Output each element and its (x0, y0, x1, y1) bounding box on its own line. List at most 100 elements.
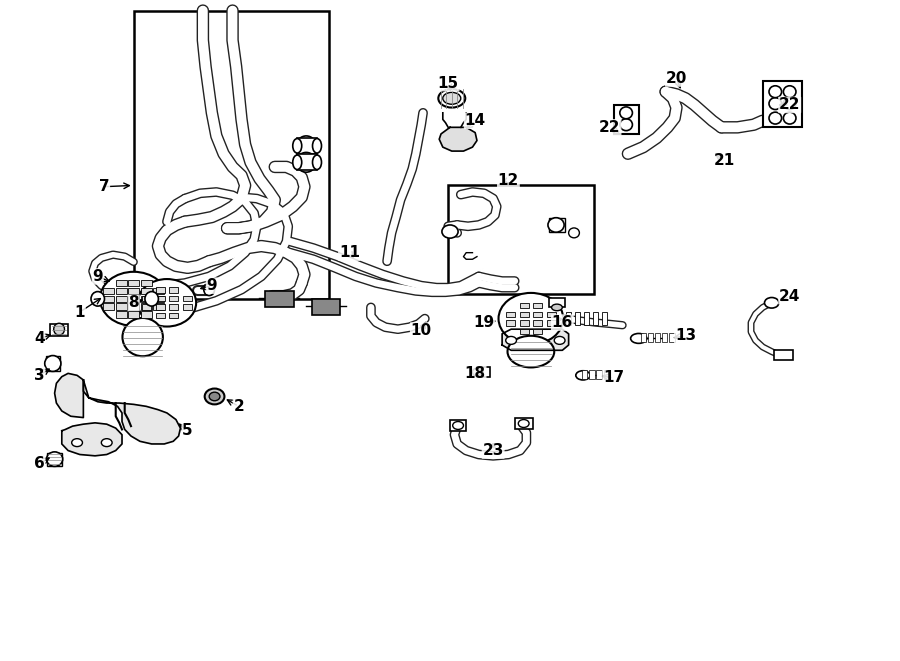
Text: 4: 4 (34, 331, 45, 346)
Ellipse shape (769, 86, 781, 98)
Bar (519, 303, 528, 309)
Bar (129, 311, 140, 318)
Bar (116, 295, 127, 302)
Bar (297, 138, 317, 154)
Text: 11: 11 (339, 245, 360, 260)
Bar (104, 303, 114, 310)
Text: 24: 24 (779, 289, 800, 303)
Bar (142, 305, 151, 310)
Bar (515, 418, 533, 430)
Ellipse shape (45, 356, 61, 371)
Bar (549, 297, 565, 307)
Ellipse shape (783, 86, 796, 98)
Bar (533, 321, 542, 326)
Bar (604, 370, 609, 379)
Text: 22: 22 (778, 97, 800, 112)
Text: 15: 15 (437, 75, 459, 91)
Bar (116, 303, 127, 310)
Bar (533, 312, 542, 317)
Bar (549, 217, 565, 232)
Bar (169, 288, 178, 293)
Bar (169, 313, 178, 319)
Ellipse shape (204, 389, 224, 405)
Bar (450, 420, 466, 431)
Ellipse shape (443, 93, 461, 104)
Bar (602, 312, 608, 325)
Bar (597, 370, 602, 379)
Bar (156, 296, 165, 301)
Bar (116, 280, 127, 286)
Bar (533, 329, 542, 334)
Ellipse shape (472, 368, 482, 376)
Bar (590, 370, 595, 379)
Bar (183, 305, 192, 310)
Bar (546, 312, 555, 317)
Bar (169, 296, 178, 301)
Ellipse shape (548, 217, 564, 232)
Ellipse shape (620, 107, 633, 119)
Ellipse shape (442, 225, 458, 238)
Bar (141, 295, 152, 302)
Text: 12: 12 (498, 173, 519, 188)
Bar (477, 367, 490, 377)
Ellipse shape (312, 139, 321, 153)
Ellipse shape (783, 98, 796, 110)
Bar (311, 299, 340, 315)
Text: 19: 19 (473, 315, 495, 330)
Circle shape (72, 439, 83, 447)
Ellipse shape (783, 112, 796, 124)
Ellipse shape (138, 279, 196, 327)
Bar (670, 333, 675, 342)
Bar (506, 312, 515, 317)
Bar (104, 288, 114, 294)
Text: 21: 21 (714, 153, 734, 168)
Text: 13: 13 (675, 329, 696, 343)
Ellipse shape (508, 336, 554, 368)
Bar (156, 313, 165, 319)
Bar (533, 303, 542, 309)
Circle shape (764, 297, 778, 308)
Bar (614, 105, 639, 134)
Bar (641, 333, 646, 342)
Text: 17: 17 (603, 371, 624, 385)
Text: 9: 9 (207, 278, 217, 293)
Bar (156, 305, 165, 310)
Ellipse shape (769, 98, 781, 110)
Bar (50, 324, 68, 336)
Text: 2: 2 (233, 399, 244, 414)
Bar (648, 333, 653, 342)
Bar (154, 295, 164, 302)
Bar (154, 288, 164, 294)
Bar (129, 288, 140, 294)
Text: 1: 1 (75, 305, 85, 319)
Bar (116, 288, 127, 294)
Bar (156, 288, 165, 293)
Text: 18: 18 (464, 366, 486, 381)
Circle shape (453, 422, 464, 430)
Text: 22: 22 (599, 120, 621, 135)
Ellipse shape (296, 153, 316, 173)
Text: 9: 9 (93, 269, 104, 284)
Bar (582, 370, 588, 379)
Ellipse shape (552, 304, 562, 311)
Circle shape (518, 420, 529, 428)
Circle shape (554, 336, 565, 344)
Ellipse shape (122, 318, 163, 356)
Ellipse shape (292, 139, 302, 153)
Bar (575, 312, 580, 325)
Polygon shape (439, 128, 477, 151)
Text: 7: 7 (99, 179, 109, 194)
Bar (129, 303, 140, 310)
Ellipse shape (91, 292, 104, 306)
Polygon shape (84, 380, 180, 444)
Ellipse shape (145, 292, 158, 306)
Bar (265, 291, 293, 307)
Text: 8: 8 (129, 295, 139, 310)
Bar (141, 280, 152, 286)
Ellipse shape (769, 112, 781, 124)
Ellipse shape (576, 371, 590, 380)
Polygon shape (502, 329, 569, 350)
Polygon shape (62, 423, 122, 456)
Bar (104, 295, 114, 302)
Ellipse shape (499, 293, 563, 344)
